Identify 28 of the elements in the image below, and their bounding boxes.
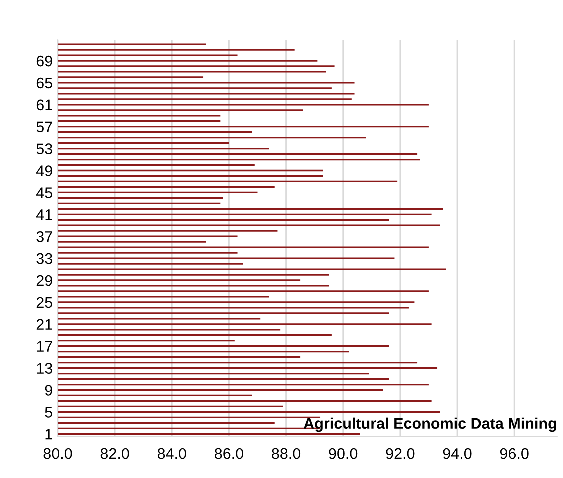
y-tick-label: 29 [36, 275, 52, 286]
y-tick-label: 21 [36, 319, 52, 330]
annotation: Agricultural Economic Data Mining [304, 418, 556, 432]
x-tick-label: 90.0 [329, 448, 358, 460]
y-tick-label: 45 [36, 188, 52, 198]
y-tick-label: 65 [36, 78, 52, 89]
x-tick-label: 84.0 [158, 448, 186, 460]
y-tick-label: 1 [46, 429, 52, 440]
y-tick-label: 37 [36, 231, 52, 242]
y-tick-label: 13 [37, 363, 52, 374]
x-tick-label: 88.0 [272, 448, 301, 460]
y-tick-label: 25 [36, 297, 52, 308]
x-tick-label: 94.0 [443, 448, 472, 460]
x-tick-label: 96.0 [500, 448, 529, 460]
y-tick-label: 61 [36, 100, 52, 111]
y-tick-label: 41 [36, 210, 52, 220]
y-tick-label: 57 [36, 122, 52, 133]
x-tick-label: 82.0 [100, 448, 130, 460]
x-tick-label: 92.0 [386, 448, 415, 460]
y-tick-label: 49 [36, 166, 52, 176]
y-tick-label: 9 [45, 385, 52, 396]
y-tick-label: 17 [37, 341, 52, 352]
y-tick-label: 69 [36, 56, 52, 67]
y-tick-label: 33 [36, 253, 52, 264]
y-tick-label: 53 [36, 144, 52, 154]
x-tick-label: 86.0 [215, 448, 244, 460]
x-tick-label: 80.0 [44, 448, 72, 460]
y-tick-label: 5 [45, 407, 52, 418]
